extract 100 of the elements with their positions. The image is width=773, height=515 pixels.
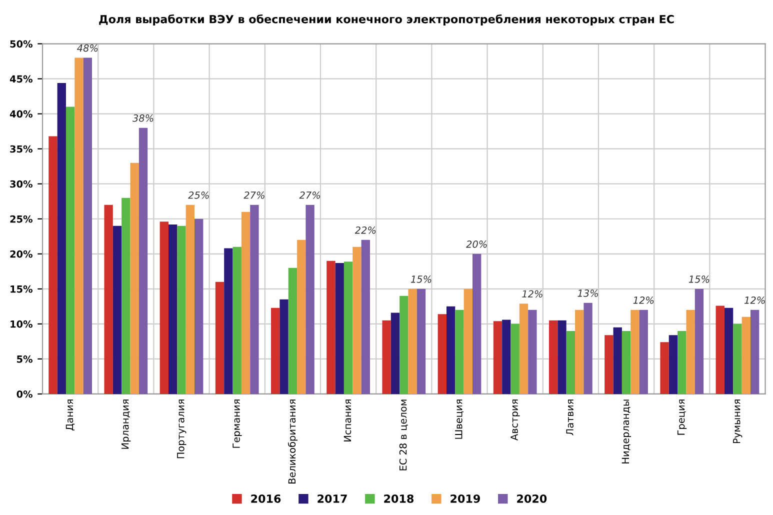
bar (416, 288, 426, 394)
bar (472, 254, 482, 394)
bar (438, 314, 446, 394)
data-label: 38% (132, 114, 154, 122)
x-tick-label: Нидерланды (622, 400, 631, 464)
bar (584, 302, 592, 394)
bar (122, 198, 130, 394)
bar (408, 288, 417, 394)
y-tick-label: 0% (16, 390, 32, 398)
bar (613, 327, 622, 394)
bar (528, 310, 537, 394)
y-tick-label: 50% (10, 40, 32, 48)
bar (271, 308, 280, 394)
bar (344, 262, 353, 394)
bar (493, 321, 502, 394)
bar (575, 310, 584, 394)
x-tick-label: Швеция (455, 400, 464, 439)
bar (194, 218, 204, 394)
data-label: 25% (188, 191, 209, 199)
x-tick-label: Румыния (733, 400, 742, 444)
bar (694, 288, 704, 394)
data-label: 22% (354, 226, 376, 234)
bar (400, 296, 408, 394)
bar (57, 82, 66, 394)
bar (48, 136, 58, 394)
bar (660, 342, 669, 394)
x-tick-label: Великобритания (288, 400, 298, 484)
x-tick-label: Дания (66, 400, 75, 430)
bar (361, 240, 370, 394)
bar (549, 320, 558, 394)
bar (241, 212, 250, 394)
x-tick-label: Германия (232, 400, 242, 448)
bar (160, 222, 168, 394)
bar (83, 58, 92, 394)
x-tick-label: Испания (344, 400, 352, 442)
bar (716, 306, 724, 394)
data-label: 15% (410, 276, 432, 283)
bar (510, 324, 520, 394)
bar (630, 310, 640, 394)
bar (104, 204, 113, 394)
bar (186, 204, 195, 394)
bar (280, 299, 288, 394)
y-tick-label: 45% (10, 75, 32, 83)
bar (224, 248, 233, 394)
bar (390, 312, 400, 394)
data-label: 15% (688, 276, 710, 283)
x-tick-label: Австрия (510, 400, 520, 440)
y-tick-label: 25% (10, 215, 32, 223)
bar (335, 263, 344, 394)
bar (604, 335, 614, 394)
data-label: 13% (578, 290, 598, 297)
x-tick-label: ЕС 28 в целом (399, 400, 408, 470)
bar (250, 204, 259, 394)
bar (74, 58, 84, 394)
bar (668, 335, 678, 394)
data-label: 27% (299, 191, 320, 199)
y-tick-label: 20% (10, 250, 32, 258)
bar (138, 128, 148, 394)
bar (232, 246, 242, 394)
bar (326, 260, 336, 394)
legend-label: 2019 (450, 494, 480, 503)
bar (733, 324, 742, 394)
x-tick-label: Португалия (177, 400, 186, 458)
bar (297, 240, 306, 394)
bar (678, 330, 686, 394)
x-tick-label: Латвия (566, 400, 574, 436)
bar (168, 224, 178, 394)
legend-label: 2016 (251, 494, 281, 503)
data-label: 12% (522, 290, 542, 298)
bar (519, 304, 528, 394)
chart-title: Доля выработки ВЭУ в обеспечении конечного электропотребления некоторых стран ЕС (99, 14, 674, 26)
bar (112, 226, 122, 394)
x-tick-label: Ирландия (122, 400, 131, 449)
bar (464, 288, 472, 394)
y-tick-label: 5% (17, 355, 32, 363)
data-label: 48% (77, 44, 98, 52)
x-tick-label: Греция (677, 400, 687, 435)
bar (558, 320, 566, 394)
data-label: 20% (466, 240, 487, 248)
bar (724, 308, 734, 394)
data-label: 12% (744, 296, 765, 304)
y-tick-label: 30% (10, 180, 32, 188)
y-tick-label: 40% (10, 110, 32, 118)
bar (446, 306, 456, 394)
bar (382, 320, 391, 394)
bar (742, 316, 750, 394)
bar (622, 330, 631, 394)
bar (455, 310, 464, 394)
y-tick-label: 15% (10, 285, 32, 293)
bar (177, 226, 186, 394)
bar (306, 204, 314, 394)
legend-label: 2018 (384, 494, 414, 503)
y-tick-label: 35% (10, 145, 32, 153)
bar (66, 106, 75, 394)
bar (215, 282, 224, 394)
data-label: 12% (633, 296, 654, 304)
y-tick-label: 10% (10, 320, 32, 328)
bar (750, 310, 760, 394)
bar (352, 246, 362, 394)
bar (639, 310, 648, 394)
